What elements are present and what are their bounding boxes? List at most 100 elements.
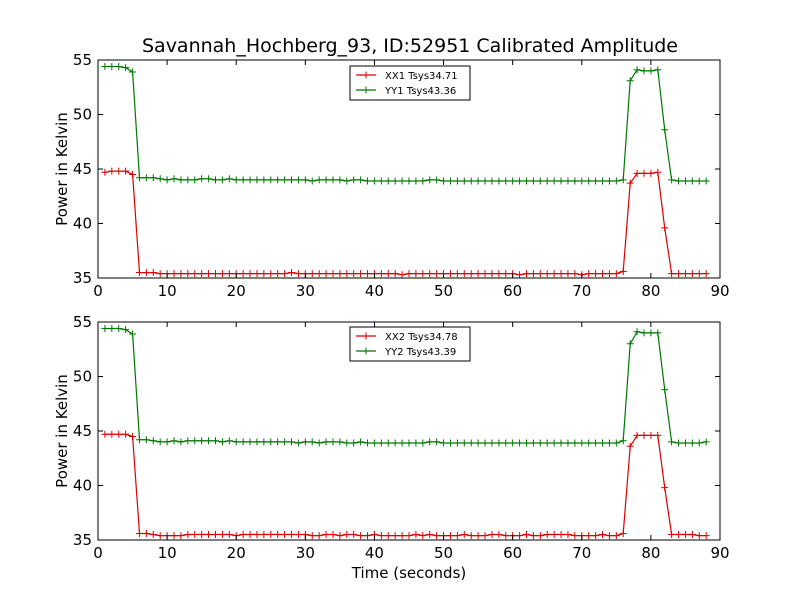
data-point [446,270,454,278]
x-tick-label: 60 [503,282,522,300]
data-point [522,177,530,185]
data-point [211,437,219,445]
data-point [384,177,392,185]
data-point [274,270,282,278]
x-tick-label: 60 [503,544,522,562]
data-point [184,270,192,278]
data-point [198,531,206,539]
data-point [288,438,296,446]
data-point [177,532,185,540]
data-point [688,270,696,278]
data-point [384,439,392,447]
data-point [495,531,503,539]
data-point [529,270,537,278]
data-point [474,532,482,540]
data-point [543,531,551,539]
data-point [156,438,164,446]
data-point [433,438,441,446]
data-point [384,532,392,540]
x-axis-label: Time (seconds) [351,564,467,582]
data-point [260,270,268,278]
data-point [377,439,385,447]
data-point [460,439,468,447]
data-point [668,176,676,184]
data-point [370,177,378,185]
data-point [218,176,226,184]
data-point [191,176,199,184]
data-point [419,177,427,185]
data-point [640,329,648,337]
data-point [308,270,316,278]
data-point [142,436,150,444]
data-point [522,270,530,278]
data-point [654,329,662,337]
data-point [474,439,482,447]
x-tick-label: 10 [158,282,177,300]
y-tick-label: 50 [73,368,92,386]
data-point [440,177,448,185]
data-point [619,529,627,537]
series-2-1 [101,430,710,540]
data-point [654,66,662,74]
data-point [543,439,551,447]
data-point [135,269,143,277]
data-point [294,439,302,447]
data-point [612,439,620,447]
data-point [101,63,109,71]
data-point [571,439,579,447]
data-point [529,177,537,185]
data-point [205,270,213,278]
data-point [377,177,385,185]
data-point [460,270,468,278]
data-point [315,532,323,540]
data-point [681,531,689,539]
data-point [509,177,517,185]
legend-box [349,65,471,101]
data-point [357,176,365,184]
data-point [288,176,296,184]
data-point [412,177,420,185]
data-point [198,175,206,183]
data-point [357,438,365,446]
data-point [336,532,344,540]
data-point [391,270,399,278]
data-point [502,177,510,185]
data-point [129,170,137,178]
data-point [108,325,116,333]
data-point [274,438,282,446]
data-point [398,177,406,185]
data-point [481,270,489,278]
data-point [170,532,178,540]
data-point [149,269,157,277]
data-point [571,532,579,540]
data-point [702,270,710,278]
data-point [142,269,150,277]
data-point [426,438,434,446]
data-point [370,439,378,447]
data-point [108,430,116,438]
data-point [661,224,669,232]
data-point [391,532,399,540]
data-point [647,431,655,439]
data-point [426,176,434,184]
data-point [350,176,358,184]
data-point [357,532,365,540]
data-point [177,438,185,446]
data-point [260,176,268,184]
data-point [184,531,192,539]
data-point [516,271,524,279]
data-point [412,439,420,447]
series-1-1 [101,167,710,279]
data-point [675,177,683,185]
data-point [467,177,475,185]
data-point [391,439,399,447]
data-point [481,439,489,447]
data-point [550,531,558,539]
data-point [571,177,579,185]
data-point [681,439,689,447]
data-point [329,270,337,278]
x-tick-label: 50 [434,282,453,300]
data-point [115,167,123,175]
data-point [702,438,710,446]
x-tick-label: 40 [365,282,384,300]
